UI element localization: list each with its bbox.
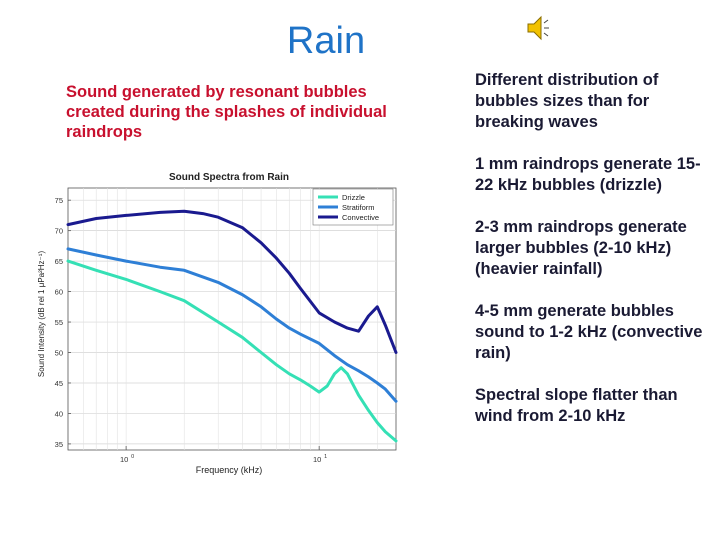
slide-caption: Sound generated by resonant bubbles crea…: [66, 83, 387, 141]
legend-label: Convective: [342, 213, 379, 222]
speaker-icon[interactable]: [526, 14, 550, 42]
chart-title: Sound Spectra from Rain: [169, 172, 289, 183]
legend-label: Drizzle: [342, 193, 365, 202]
y-tick-label: 75: [55, 196, 63, 205]
y-tick-label: 35: [55, 440, 63, 449]
bullet-item: Different distribution of bubbles sizes …: [475, 71, 659, 131]
bullet-item: 4-5 mm generate bubbles sound to 1-2 kHz…: [475, 302, 703, 362]
bullet-item: 2-3 mm raindrops generate larger bubbles…: [475, 218, 687, 278]
legend-label: Stratiform: [342, 203, 375, 212]
series-line-convective: [66, 209, 398, 354]
y-tick-label: 50: [55, 349, 63, 358]
series-line-stratiform: [66, 247, 398, 403]
y-tick-label: 60: [55, 288, 63, 297]
sound-spectra-chart: Sound Spectra from Rain Frequency (kHz) …: [37, 172, 398, 475]
y-tick-label: 45: [55, 379, 63, 388]
bullet-item: 1 mm raindrops generate 15-22 kHz bubble…: [475, 155, 701, 194]
y-tick-label: 40: [55, 409, 63, 418]
x-tick-exponent: 0: [131, 454, 134, 460]
plot-area: [67, 187, 397, 451]
x-tick-exponent: 1: [324, 454, 327, 460]
series-line-drizzle: [66, 259, 398, 443]
bullet-list: Different distribution of bubbles sizes …: [475, 70, 705, 448]
y-tick-label: 55: [55, 318, 63, 327]
y-tick-label: 70: [55, 227, 63, 236]
x-tick-label: 10: [120, 455, 128, 464]
y-tick-label: 65: [55, 257, 63, 266]
y-axis-label: Sound Intensity (dB rel 1 μPa²Hz⁻¹): [37, 251, 46, 378]
x-tick-label: 10: [313, 455, 321, 464]
bullet-item: Spectral slope flatter than wind from 2-…: [475, 386, 678, 425]
page-title: Rain: [286, 20, 366, 62]
x-axis-label: Frequency (kHz): [196, 465, 263, 475]
